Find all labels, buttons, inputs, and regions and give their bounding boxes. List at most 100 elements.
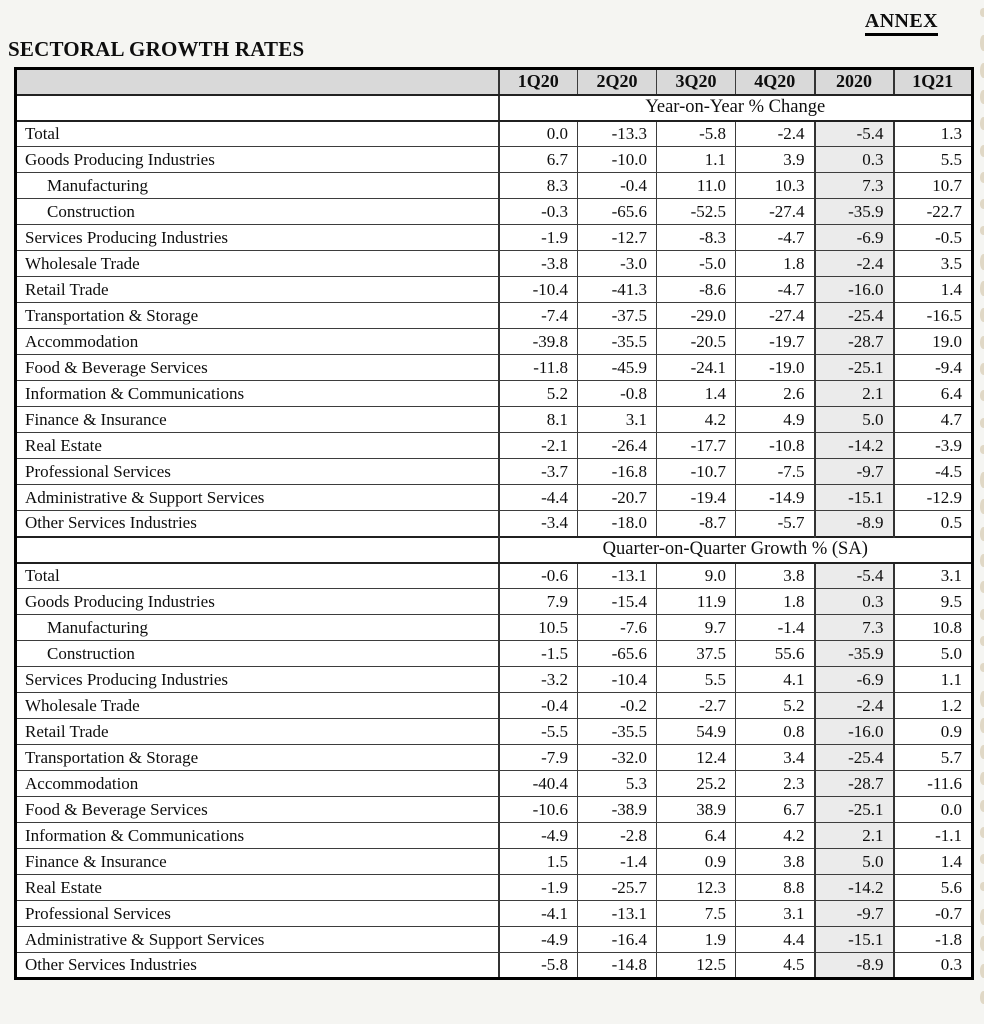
edge-artifact-mark xyxy=(980,144,984,157)
table-row: Services Producing Industries -1.9 -12.7 -8… xyxy=(15,224,973,251)
cell-value: -10.4 xyxy=(577,666,657,693)
cell-value: -24.1 xyxy=(656,354,736,381)
cell-value: 4.4 xyxy=(735,926,815,953)
row-label: Real Estate xyxy=(15,432,500,459)
cell-value: -35.9 xyxy=(813,198,895,225)
edge-artifact-mark xyxy=(980,281,984,296)
column-header-2q20: 2Q20 xyxy=(577,68,657,96)
cell-value: 7.3 xyxy=(813,172,895,199)
edge-artifact-mark xyxy=(980,881,984,891)
cell-value: -3.8 xyxy=(498,250,578,277)
cell-value: 3.1 xyxy=(577,406,657,433)
cell-value: 0.3 xyxy=(893,952,973,979)
table-row: Accommodation -40.4 5.3 25.2 2.3 -28.7 -11.6 xyxy=(15,770,973,797)
cell-value: -9.7 xyxy=(813,458,895,485)
row-label: Construction xyxy=(15,640,500,667)
cell-value: -25.1 xyxy=(813,354,895,381)
edge-artifact-mark xyxy=(980,772,984,786)
edge-artifact-mark xyxy=(980,990,984,1004)
cell-value: -0.8 xyxy=(577,380,657,407)
corner-cell xyxy=(15,68,500,96)
cell-value: -16.0 xyxy=(813,718,895,745)
cell-value: -26.4 xyxy=(577,432,657,459)
cell-value: -16.4 xyxy=(577,926,657,953)
cell-value: 3.4 xyxy=(735,744,815,771)
cell-value: 0.3 xyxy=(813,588,895,615)
row-label: Wholesale Trade xyxy=(15,250,500,277)
cell-value: -16.0 xyxy=(813,276,895,303)
row-label: Manufacturing xyxy=(15,172,500,199)
table-row: Finance & Insurance 8.1 3.1 4.2 4.9 5.0 4.7 xyxy=(15,406,973,433)
cell-value: -2.4 xyxy=(813,692,895,719)
cell-value: 11.0 xyxy=(656,172,736,199)
table-row: Retail Trade -5.5 -35.5 54.9 0.8 -16.0 0.9 xyxy=(15,718,973,745)
cell-value: 11.9 xyxy=(656,588,736,615)
cell-value: -7.9 xyxy=(498,744,578,771)
table-row: Construction -1.5 -65.6 37.5 55.6 -35.9 5.0 xyxy=(15,640,973,667)
cell-value: -22.7 xyxy=(893,198,973,225)
table-row: Goods Producing Industries 6.7 -10.0 1.1 3.9… xyxy=(15,146,973,173)
cell-value: -1.8 xyxy=(893,926,973,953)
cell-value: -15.1 xyxy=(813,484,895,511)
cell-value: 9.5 xyxy=(893,588,973,615)
cell-value: 3.1 xyxy=(893,562,973,589)
edge-artifact-mark xyxy=(980,199,984,210)
edge-artifact-mark xyxy=(980,554,984,567)
cell-value: -5.4 xyxy=(813,120,895,147)
table-row: Food & Beverage Services -11.8 -45.9 -24.1-… xyxy=(15,354,973,381)
table-row: Real Estate -1.9 -25.7 12.3 8.8 -14.2 5.6 xyxy=(15,874,973,901)
cell-value: 4.7 xyxy=(893,406,973,433)
table-row: Professional Services -4.1 -13.1 7.5 3.1 -9.7… xyxy=(15,900,973,927)
edge-artifact-mark xyxy=(980,444,984,454)
cell-value: 2.3 xyxy=(735,770,815,797)
cell-value: -35.5 xyxy=(577,718,657,745)
cell-value: -4.5 xyxy=(893,458,973,485)
cell-value: -8.9 xyxy=(813,510,895,537)
cell-value: -13.3 xyxy=(577,120,657,147)
cell-value: -3.2 xyxy=(498,666,578,693)
table-row: Transportation & Storage -7.9 -32.0 12.4 3.4… xyxy=(15,744,973,771)
cell-value: -28.7 xyxy=(813,770,895,797)
cell-value: -27.4 xyxy=(735,198,815,225)
cell-value: 7.5 xyxy=(656,900,736,927)
cell-value: 6.7 xyxy=(735,796,815,823)
row-label: Transportation & Storage xyxy=(15,744,500,771)
cell-value: -5.8 xyxy=(656,120,736,147)
cell-value: -3.4 xyxy=(498,510,578,537)
column-header-2020: 2020 xyxy=(813,68,895,96)
page-edge-artifacts xyxy=(976,6,984,1018)
cell-value: -28.7 xyxy=(813,328,895,355)
cell-value: -19.0 xyxy=(735,354,815,381)
column-header-row: 1Q20 2Q20 3Q20 4Q20 2020 1Q21 xyxy=(15,68,973,96)
cell-value: 54.9 xyxy=(656,718,736,745)
cell-value: -4.4 xyxy=(498,484,578,511)
row-label: Total xyxy=(15,562,500,589)
edge-artifact-mark xyxy=(980,690,984,707)
table-row: Total 0.0 -13.3 -5.8 -2.4 -5.4 1.3 xyxy=(15,120,973,147)
edge-artifact-mark xyxy=(980,62,984,78)
row-label: Accommodation xyxy=(15,328,500,355)
cell-value: 3.1 xyxy=(735,900,815,927)
cell-value: -2.8 xyxy=(577,822,657,849)
cell-value: -19.7 xyxy=(735,328,815,355)
cell-value: 37.5 xyxy=(656,640,736,667)
cell-value: 1.8 xyxy=(735,250,815,277)
cell-value: 9.7 xyxy=(656,614,736,641)
cell-value: -14.9 xyxy=(735,484,815,511)
cell-value: 19.0 xyxy=(893,328,973,355)
edge-artifact-mark xyxy=(980,226,984,236)
edge-artifact-mark xyxy=(980,908,984,925)
cell-value: 1.1 xyxy=(893,666,973,693)
cell-value: -16.5 xyxy=(893,302,973,329)
cell-value: -1.5 xyxy=(498,640,578,667)
cell-value: -19.4 xyxy=(656,484,736,511)
row-label: Goods Producing Industries xyxy=(15,588,500,615)
cell-value: -10.4 xyxy=(498,276,578,303)
cell-value: -2.7 xyxy=(656,692,736,719)
row-label: Other Services Industries xyxy=(15,952,500,979)
cell-value: 5.0 xyxy=(893,640,973,667)
cell-value: -5.4 xyxy=(813,562,895,589)
table-row: Accommodation -39.8 -35.5 -20.5 -19.7 -28.7 19… xyxy=(15,328,973,355)
cell-value: -4.9 xyxy=(498,926,578,953)
cell-value: -1.4 xyxy=(735,614,815,641)
